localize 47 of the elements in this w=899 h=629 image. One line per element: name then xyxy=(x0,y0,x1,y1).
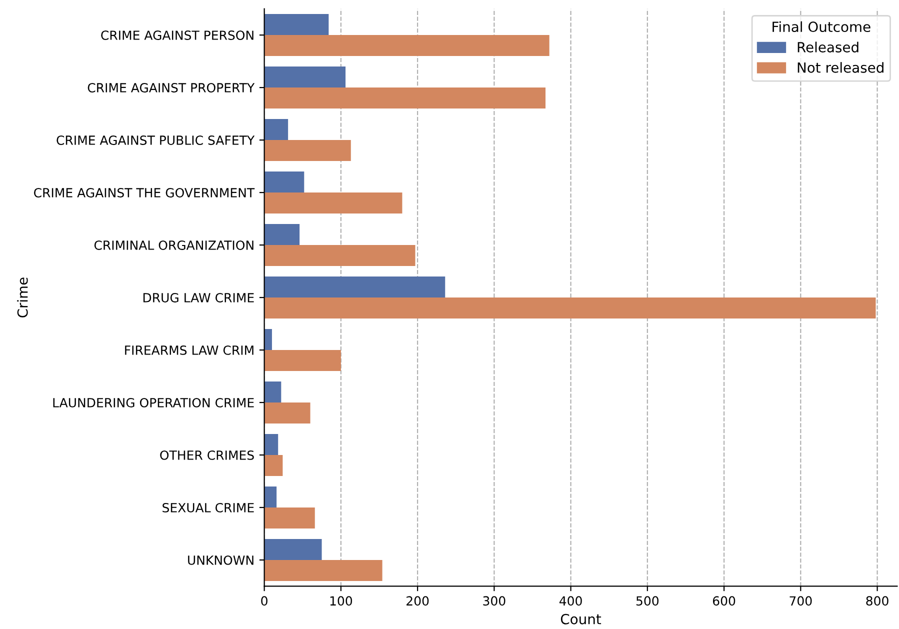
x-tick-label: 400 xyxy=(559,596,582,606)
bar xyxy=(264,66,346,88)
y-tick-label: LAUNDERING OPERATION CRIME xyxy=(53,398,254,408)
x-tick-label: 800 xyxy=(866,596,888,606)
bar xyxy=(264,35,550,56)
y-tick-label: OTHER CRIMES xyxy=(160,450,254,460)
x-tick-label: 600 xyxy=(712,596,736,606)
bar xyxy=(264,245,416,266)
bar xyxy=(264,329,272,350)
y-tick-label: FIREARMS LAW CRIM xyxy=(125,345,254,355)
x-tick-label: 100 xyxy=(330,596,352,606)
bar xyxy=(264,402,310,424)
y-tick-label: CRIME AGAINST PERSON xyxy=(101,30,254,40)
bar xyxy=(264,454,283,476)
y-tick-label: UNKNOWN xyxy=(188,555,254,565)
bar xyxy=(264,560,382,581)
y-tick-label: CRIMINAL ORGANIZATION xyxy=(94,240,254,250)
bar xyxy=(264,434,278,455)
bar xyxy=(264,119,288,140)
bar xyxy=(264,14,329,36)
legend-label: Released xyxy=(798,42,858,52)
y-tick-label: DRUG LAW CRIME xyxy=(143,292,254,302)
y-axis-title: Crime xyxy=(17,278,28,318)
bar xyxy=(264,382,282,403)
x-axis-title: Count xyxy=(560,614,602,624)
y-tick-label: CRIME AGAINST PUBLIC SAFETY xyxy=(56,136,255,145)
y-tick-label: SEXUAL CRIME xyxy=(162,502,254,512)
x-tick-label: 200 xyxy=(406,596,429,606)
bar xyxy=(264,172,304,193)
bar xyxy=(264,276,446,298)
bar xyxy=(264,350,341,372)
y-tick-label: CRIME AGAINST PROPERTY xyxy=(88,83,255,92)
y-tick-label: CRIME AGAINST THE GOVERNMENT xyxy=(34,188,255,198)
bar xyxy=(264,486,277,508)
x-tick-label: 300 xyxy=(483,596,506,606)
bar xyxy=(264,224,300,246)
bar xyxy=(264,507,315,528)
bar xyxy=(264,192,402,214)
legend-title: Final Outcome xyxy=(772,21,870,32)
x-tick-label: 700 xyxy=(790,596,812,606)
bar xyxy=(264,298,876,319)
x-tick-label: 500 xyxy=(636,596,659,606)
x-tick-label: 0 xyxy=(261,596,268,606)
legend-label: Not released xyxy=(798,62,884,73)
bar xyxy=(264,140,351,162)
bar xyxy=(264,538,322,560)
bar xyxy=(264,88,546,109)
